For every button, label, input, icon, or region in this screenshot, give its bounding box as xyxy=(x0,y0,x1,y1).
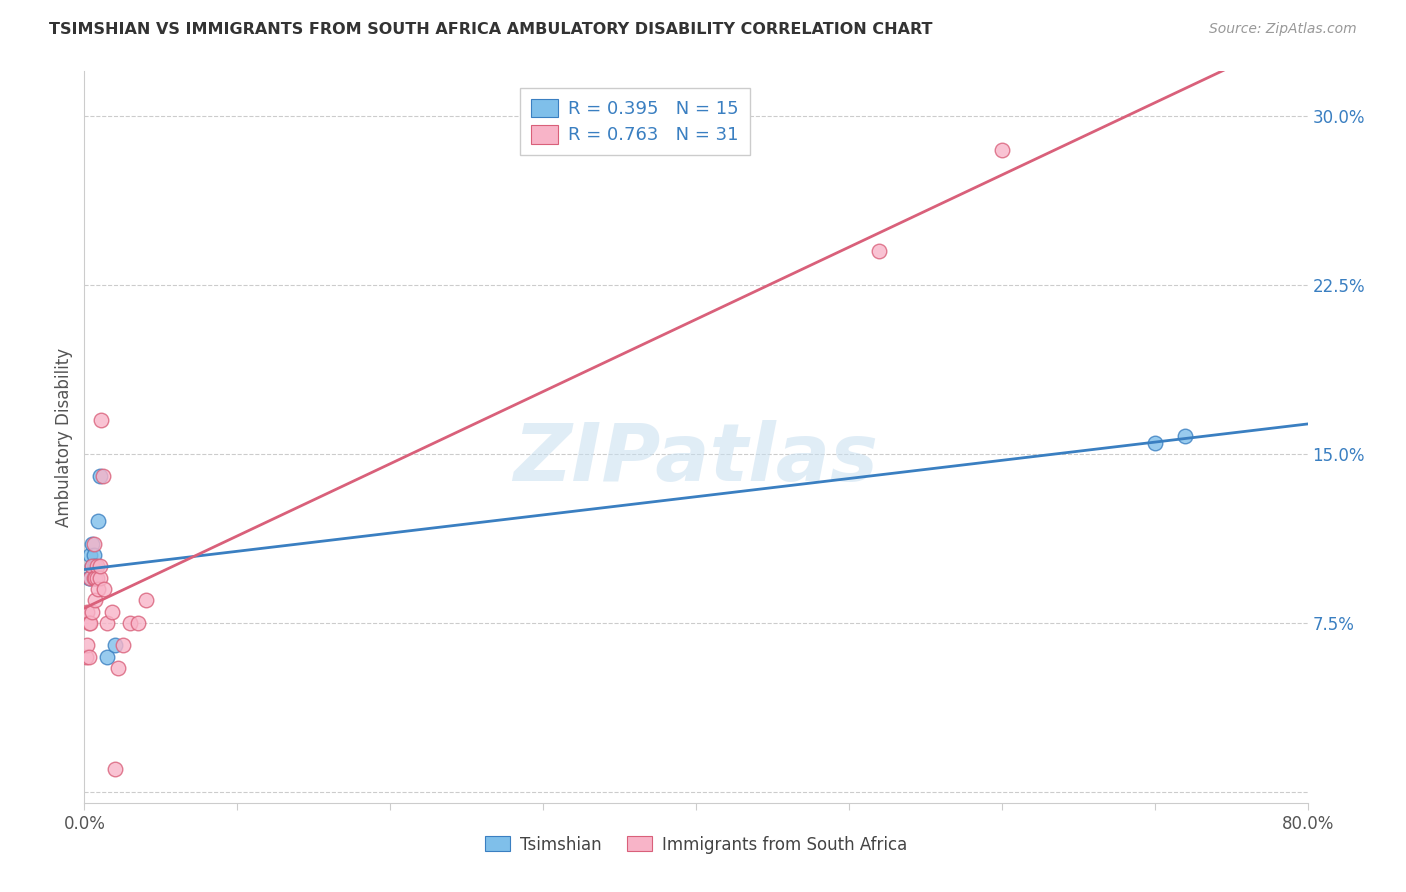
Point xyxy=(101,605,124,619)
Point xyxy=(127,615,149,630)
Point xyxy=(96,615,118,630)
Point xyxy=(1174,429,1197,443)
Point xyxy=(83,548,105,562)
Point xyxy=(120,615,142,630)
Point xyxy=(86,559,108,574)
Point xyxy=(83,537,105,551)
Point xyxy=(83,559,105,574)
Point xyxy=(84,571,107,585)
Point xyxy=(86,571,108,585)
Point xyxy=(80,559,103,574)
Point xyxy=(87,582,110,596)
Point xyxy=(90,413,112,427)
Point xyxy=(104,762,127,776)
Point xyxy=(89,559,111,574)
Point xyxy=(77,571,100,585)
Point xyxy=(96,649,118,664)
Point xyxy=(135,593,157,607)
Point xyxy=(79,548,101,562)
Point xyxy=(77,615,100,630)
Point xyxy=(1143,435,1166,450)
Point xyxy=(84,571,107,585)
Point xyxy=(79,571,101,585)
Point xyxy=(76,605,98,619)
Point xyxy=(87,515,110,529)
Text: TSIMSHIAN VS IMMIGRANTS FROM SOUTH AFRICA AMBULATORY DISABILITY CORRELATION CHAR: TSIMSHIAN VS IMMIGRANTS FROM SOUTH AFRIC… xyxy=(49,22,932,37)
Y-axis label: Ambulatory Disability: Ambulatory Disability xyxy=(55,348,73,526)
Point xyxy=(869,244,891,259)
Legend: Tsimshian, Immigrants from South Africa: Tsimshian, Immigrants from South Africa xyxy=(478,829,914,860)
Point xyxy=(83,571,105,585)
Point xyxy=(80,559,103,574)
Point xyxy=(76,638,98,652)
Point xyxy=(80,605,103,619)
Text: ZIPatlas: ZIPatlas xyxy=(513,420,879,498)
Point xyxy=(77,649,100,664)
Point xyxy=(111,638,134,652)
Point xyxy=(84,559,107,574)
Point xyxy=(79,615,101,630)
Point xyxy=(80,537,103,551)
Point xyxy=(93,582,115,596)
Point xyxy=(91,469,114,483)
Point xyxy=(104,638,127,652)
Point xyxy=(89,469,111,483)
Point xyxy=(84,593,107,607)
Point xyxy=(89,571,111,585)
Point xyxy=(75,649,97,664)
Point xyxy=(991,143,1014,157)
Text: Source: ZipAtlas.com: Source: ZipAtlas.com xyxy=(1209,22,1357,37)
Point xyxy=(107,661,129,675)
Point xyxy=(79,571,101,585)
